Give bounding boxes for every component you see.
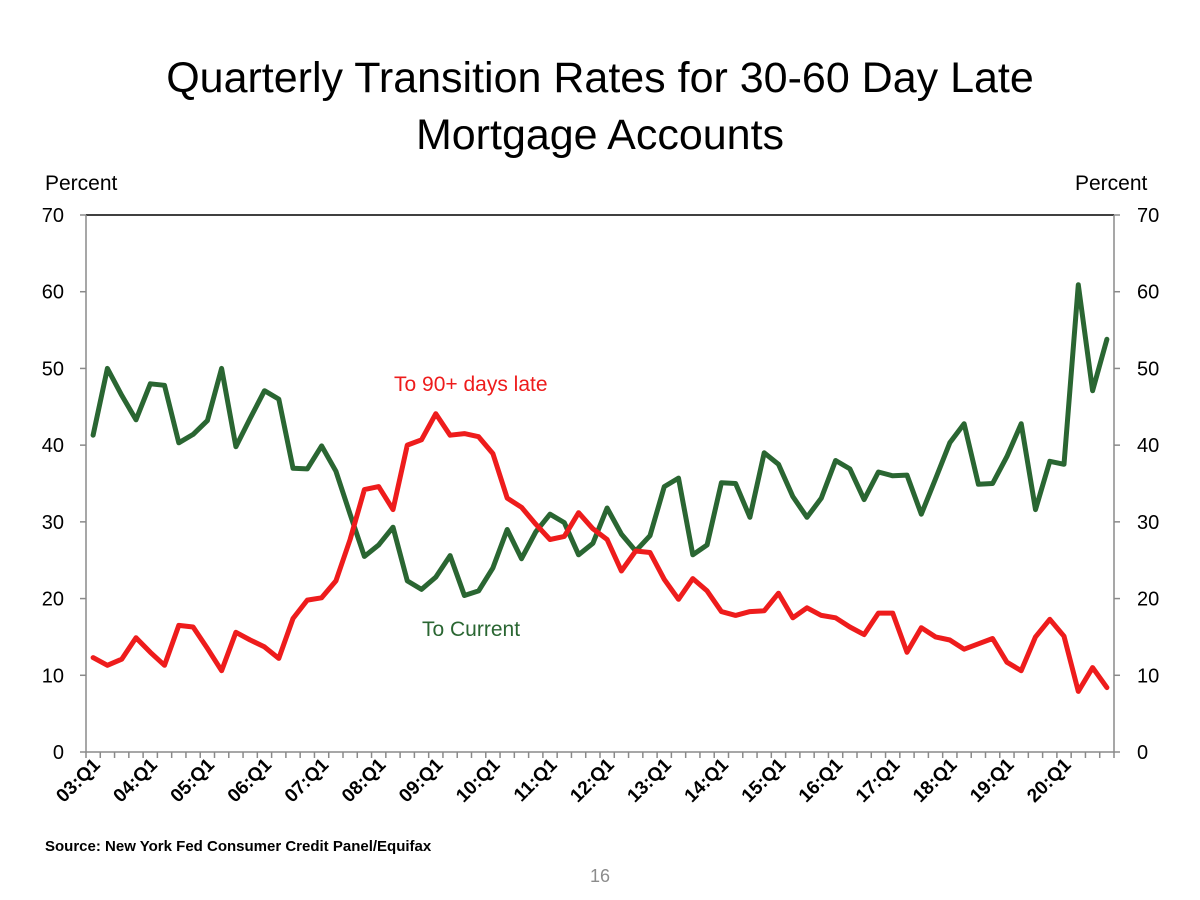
right-y-tick-label: 30 [1137,512,1159,534]
chart-title-line-2: Mortgage Accounts [415,111,785,159]
right-axis-unit-label: Percent [1075,172,1148,195]
x-tick-label: 17:Q1 [852,754,904,806]
x-tick-label: 04:Q1 [110,754,162,806]
x-tick-label: 19:Q1 [966,754,1018,806]
right-y-tick-label: 10 [1137,665,1159,687]
left-y-tick-label: 40 [42,435,64,457]
x-tick-label: 08:Q1 [338,754,390,806]
x-tick-label: 13:Q1 [624,754,676,806]
series-line-to-current [90,282,1110,598]
x-tick-label: 14:Q1 [681,754,733,806]
left-y-tick-label: 0 [53,742,64,764]
x-tick-label: 07:Q1 [281,754,333,806]
x-tick-label: 10:Q1 [452,754,504,806]
x-tick-label: 20:Q1 [1023,754,1075,806]
right-y-tick-label: 40 [1137,435,1159,457]
left-y-tick-label: 50 [42,358,64,380]
x-tick-label: 12:Q1 [566,754,618,806]
chart-title-line-1: Quarterly Transition Rates for 30-60 Day… [166,54,1034,102]
left-axis-unit-label: Percent [45,172,118,195]
right-y-tick-label: 60 [1137,282,1159,304]
x-tick-label: 15:Q1 [738,754,790,806]
chart-title: Quarterly Transition Rates for 30-60 Day… [0,50,1200,164]
right-y-tick-label: 50 [1137,358,1159,380]
x-tick-label: 09:Q1 [395,754,447,806]
right-y-tick-label: 20 [1137,589,1159,611]
series-line-to-90-days-late [90,411,1110,694]
left-y-tick-label: 10 [42,665,64,687]
left-y-tick-label: 70 [42,205,64,227]
left-y-tick-label: 20 [42,589,64,611]
left-y-tick-label: 30 [42,512,64,534]
x-tick-label: 16:Q1 [795,754,847,806]
right-y-tick-label: 70 [1137,205,1159,227]
page-number: 16 [589,866,611,886]
right-y-tick-label: 0 [1137,742,1148,764]
source-note: Source: New York Fed Consumer Credit Pan… [45,838,432,855]
x-tick-label: 18:Q1 [909,754,961,806]
left-y-tick-label: 60 [42,282,64,304]
x-tick-label: 11:Q1 [510,754,562,806]
series-label-to-90-days-late: To 90+ days late [394,373,548,396]
x-tick-label: 05:Q1 [167,754,219,806]
series-label-to-current: To Current [422,618,520,641]
x-tick-label: 06:Q1 [224,754,276,806]
